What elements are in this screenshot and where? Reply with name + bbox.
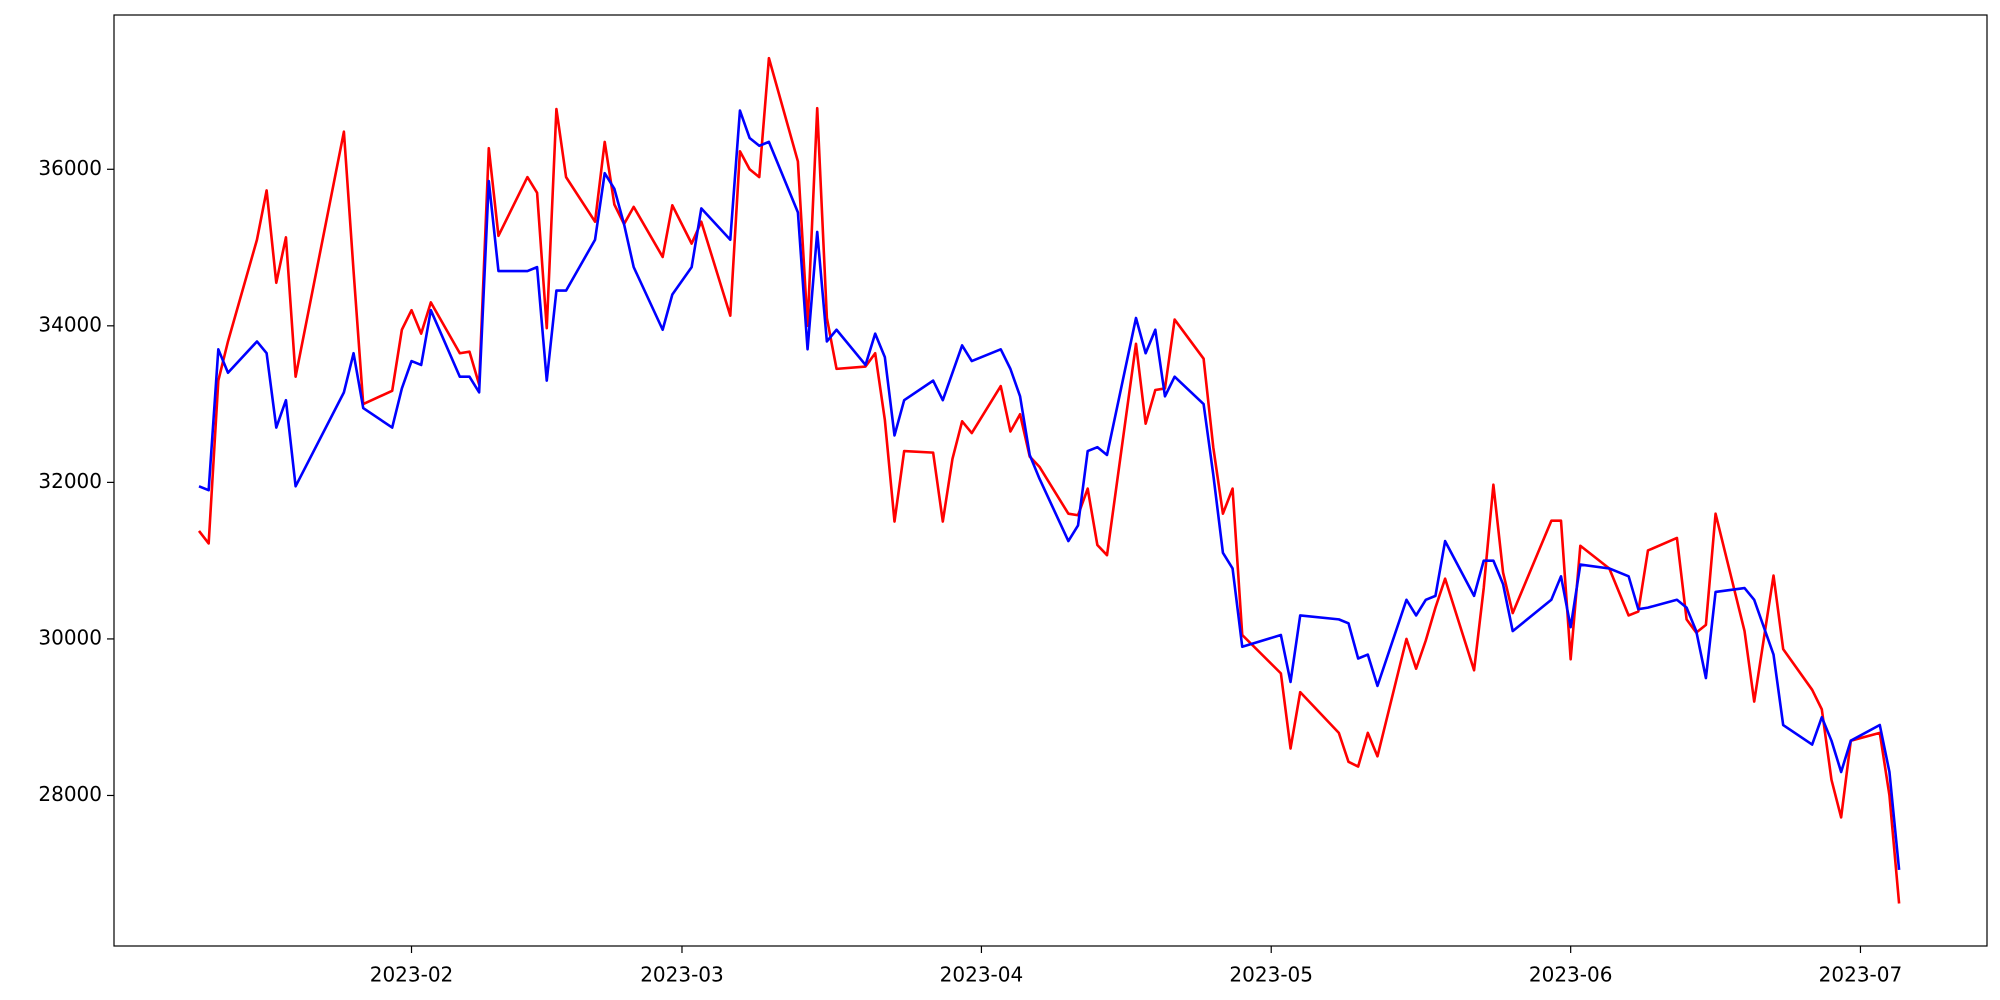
- x-tick-label: 2023-06: [1529, 963, 1613, 987]
- y-tick-label: 30000: [38, 625, 102, 649]
- plot-frame: [113, 14, 1988, 947]
- x-tick-label: 2023-02: [370, 963, 454, 987]
- x-tick-label: 2023-05: [1229, 963, 1313, 987]
- y-tick-label: 36000: [38, 156, 102, 180]
- y-tick-label: 28000: [38, 782, 102, 806]
- y-tick-label: 32000: [38, 469, 102, 493]
- x-tick-label: 2023-07: [1819, 963, 1903, 987]
- x-tick-label: 2023-04: [940, 963, 1024, 987]
- series-line: [198, 109, 1901, 870]
- y-tick-label: 34000: [38, 312, 102, 336]
- x-tick-label: 2023-03: [640, 963, 724, 987]
